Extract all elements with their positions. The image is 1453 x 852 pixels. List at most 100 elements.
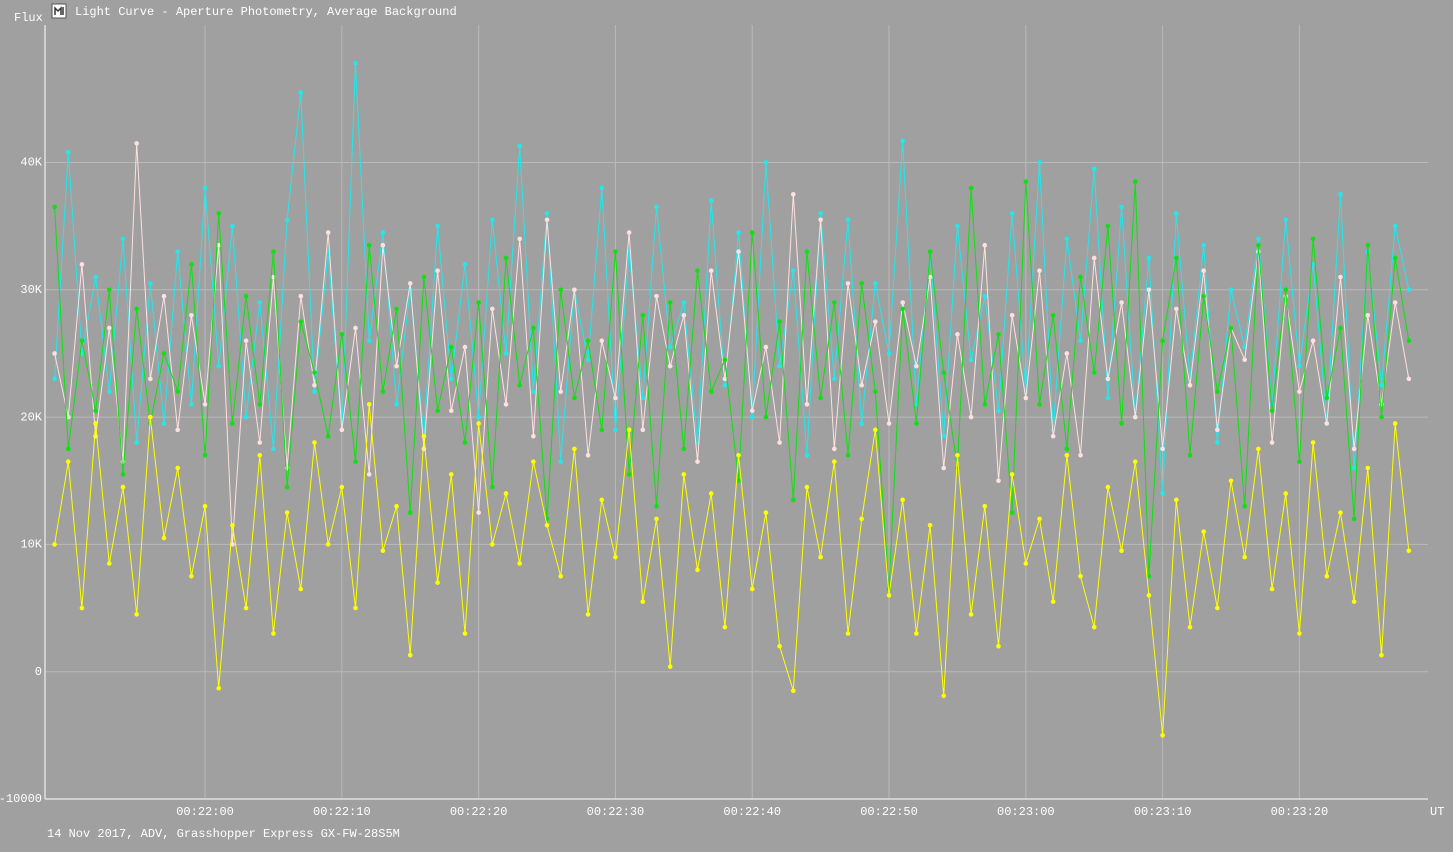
data-point — [914, 631, 919, 636]
data-point — [312, 370, 317, 375]
data-point — [312, 389, 317, 394]
data-point — [804, 452, 810, 458]
x-tick-label: 00:23:00 — [997, 805, 1055, 819]
data-point — [202, 185, 208, 191]
data-point — [572, 446, 577, 452]
data-point — [1297, 631, 1302, 636]
data-point — [1256, 446, 1261, 452]
data-point — [312, 382, 317, 388]
data-point — [353, 60, 358, 66]
data-point — [1078, 274, 1083, 280]
data-point — [749, 586, 755, 592]
data-point — [175, 249, 180, 254]
data-point — [1379, 414, 1384, 420]
data-point — [900, 497, 906, 503]
data-point — [380, 548, 386, 554]
data-point — [572, 287, 577, 293]
data-point — [284, 484, 290, 490]
data-point — [626, 472, 632, 477]
data-point — [667, 664, 673, 669]
data-point — [968, 612, 974, 617]
data-point — [955, 452, 960, 458]
data-point — [749, 414, 755, 420]
data-point — [93, 274, 98, 280]
data-point — [1064, 351, 1070, 356]
data-point — [216, 363, 222, 369]
data-point — [996, 478, 1001, 484]
data-point — [1146, 593, 1152, 598]
data-point — [325, 230, 331, 235]
data-point — [79, 605, 85, 611]
data-point — [1105, 484, 1111, 490]
data-point — [1078, 452, 1083, 458]
data-point — [558, 573, 564, 579]
data-point — [763, 414, 769, 420]
data-point — [558, 389, 564, 394]
data-point — [435, 580, 440, 585]
data-point — [79, 338, 85, 344]
data-point — [1146, 287, 1152, 293]
data-point — [599, 427, 605, 433]
data-point — [900, 306, 906, 312]
data-point — [818, 395, 823, 401]
y-axis-label: Flux — [14, 11, 43, 25]
data-point — [175, 427, 180, 433]
data-point — [1406, 548, 1412, 554]
data-point — [927, 274, 933, 280]
data-point — [681, 472, 687, 477]
data-point — [681, 446, 687, 452]
data-point — [1173, 255, 1179, 261]
data-point — [1009, 211, 1015, 216]
data-point — [749, 230, 755, 235]
data-point — [667, 300, 673, 305]
data-point — [640, 312, 646, 318]
data-point — [339, 332, 345, 337]
data-point — [1105, 223, 1111, 229]
data-point — [448, 472, 454, 477]
data-point — [1310, 338, 1316, 344]
data-point — [804, 249, 810, 254]
data-point — [1365, 312, 1371, 318]
data-point — [462, 440, 468, 445]
data-point — [161, 293, 167, 299]
data-point — [243, 338, 249, 344]
data-point — [1201, 242, 1206, 248]
data-point — [1187, 452, 1193, 458]
chart-title: Light Curve - Aperture Photometry, Avera… — [75, 5, 457, 19]
data-point — [65, 150, 71, 155]
data-point — [859, 382, 864, 388]
data-point — [1201, 293, 1206, 299]
data-point — [366, 338, 372, 344]
data-point — [708, 198, 714, 203]
data-point — [366, 242, 372, 248]
data-point — [1338, 192, 1343, 197]
data-point — [52, 376, 57, 382]
data-point — [640, 599, 646, 604]
data-point — [736, 230, 741, 235]
data-point — [106, 561, 112, 566]
title-icon — [51, 3, 67, 19]
data-point — [325, 433, 331, 439]
data-point — [572, 395, 577, 401]
data-point — [257, 402, 263, 407]
data-point — [1037, 516, 1042, 522]
data-point — [1324, 421, 1330, 426]
data-point — [968, 185, 974, 191]
data-point — [585, 338, 591, 344]
data-point — [490, 306, 495, 312]
data-point — [708, 491, 714, 496]
data-point — [243, 414, 249, 420]
x-tick-label: 00:23:20 — [1271, 805, 1329, 819]
data-point — [407, 510, 413, 515]
data-point — [394, 363, 399, 369]
data-point — [777, 440, 782, 445]
data-point — [859, 516, 864, 522]
data-point — [558, 287, 564, 293]
data-point — [1215, 605, 1220, 611]
y-tick-label: 0 — [35, 665, 42, 679]
data-point — [476, 300, 481, 305]
data-point — [873, 319, 878, 324]
data-point — [544, 217, 550, 223]
data-point — [941, 465, 947, 471]
